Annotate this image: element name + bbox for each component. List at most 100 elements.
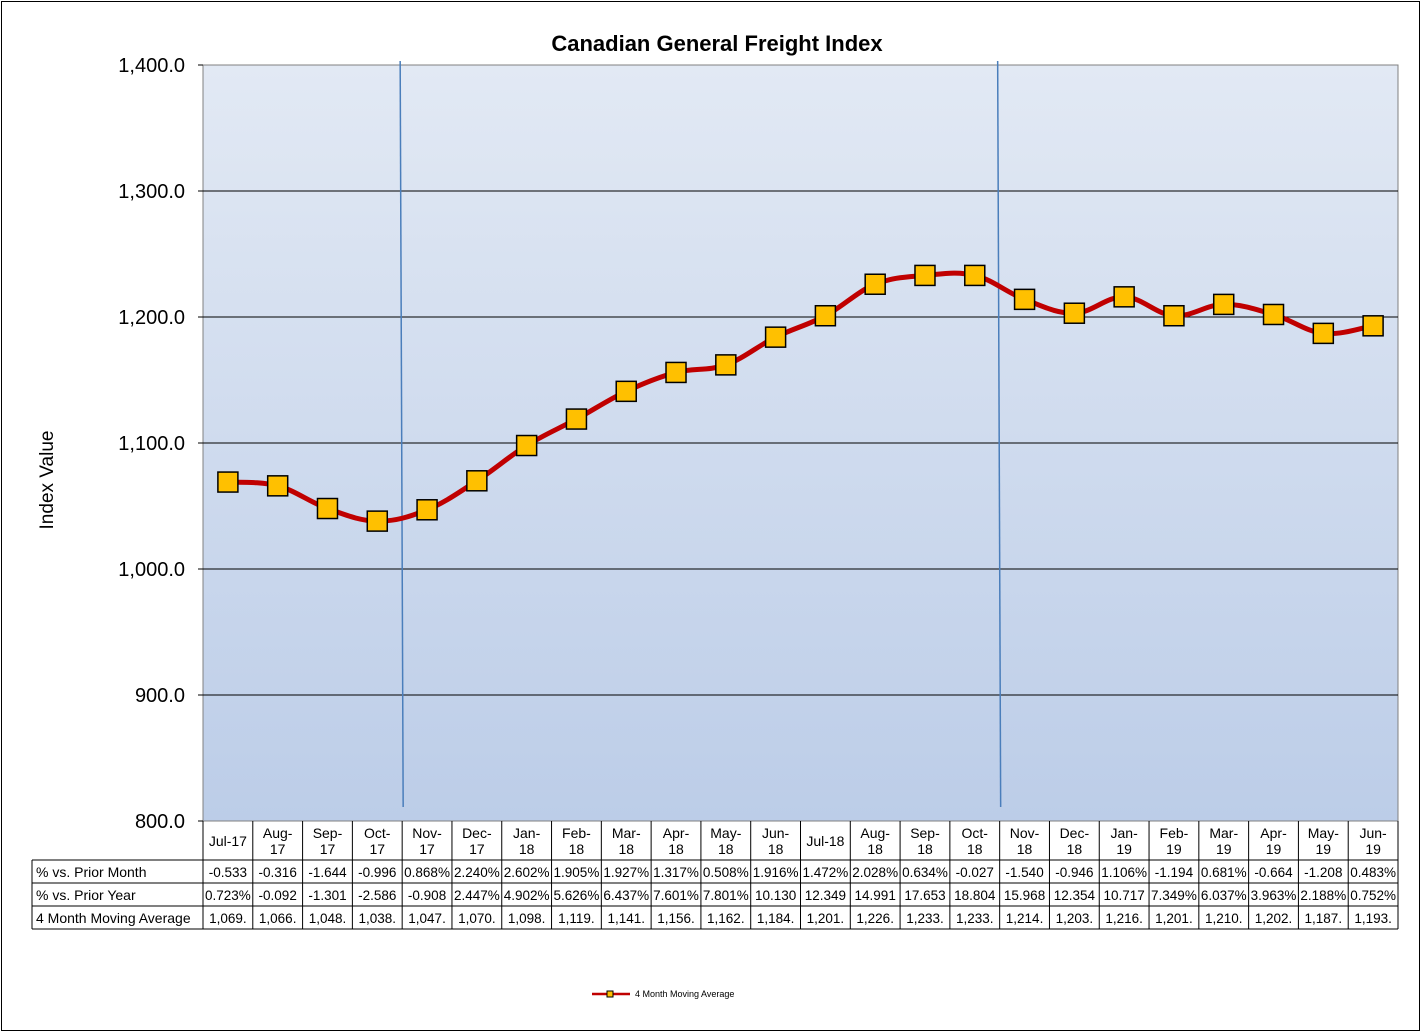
- data-point-marker: [416, 499, 438, 521]
- y-tick-label: 1,300.0: [118, 181, 185, 203]
- table-cell: 1,187.: [1305, 911, 1343, 926]
- table-cell: 7.601%: [653, 888, 699, 903]
- y-axis-label: Index Value: [37, 431, 58, 530]
- data-point-marker: [266, 475, 289, 497]
- table-cell: -1.194: [1155, 865, 1194, 880]
- data-point-marker: [565, 408, 588, 430]
- table-cell: 2.028%: [852, 865, 898, 880]
- data-point-marker: [366, 510, 389, 532]
- table-cell: 1,210.: [1205, 911, 1243, 926]
- y-axis-ticks: 1,400.0 1,300.0 1,200.0 1,100.0 1,000.0 900.0…: [118, 55, 185, 833]
- table-cell: 1.472%: [802, 865, 848, 880]
- x-category-label: 18: [917, 841, 933, 857]
- table-cell: 1,119.: [558, 911, 595, 926]
- table-cell: 1,048.: [309, 911, 347, 926]
- data-point-marker: [466, 470, 488, 492]
- data-point-marker: [715, 354, 737, 376]
- table-cell: 0.508%: [703, 865, 749, 880]
- table-cell: -2.586: [358, 888, 396, 903]
- y-tick-label: 1,200.0: [118, 307, 185, 329]
- table-cell: -1.208: [1304, 865, 1342, 880]
- data-point-marker: [1163, 304, 1185, 327]
- table-cell: 0.868%: [404, 865, 450, 880]
- table-cell: 4.902%: [504, 888, 550, 903]
- data-table: Jul-17 Aug-17Sep-17Oct-17Nov-17Dec-17Jan-…: [31, 821, 1399, 930]
- table-cell: -0.664: [1254, 865, 1293, 880]
- data-point-marker: [1312, 322, 1335, 345]
- table-cell: 1,098.: [508, 911, 546, 926]
- legend-label: 4 Month Moving Average: [635, 989, 734, 999]
- table-cell: -0.027: [956, 865, 994, 880]
- table-cell: 1,162.: [707, 911, 745, 926]
- table-cell: 3.963%: [1251, 888, 1297, 903]
- x-category-label: 17: [419, 841, 435, 857]
- x-category-label: 18: [867, 841, 883, 857]
- x-category-label: Sep-: [313, 825, 343, 841]
- table-cell: 1,233.: [906, 911, 944, 926]
- table-cell: -0.092: [259, 888, 297, 903]
- x-category-label: 19: [1216, 841, 1232, 857]
- x-category-label: Aug-: [860, 825, 890, 841]
- table-cell: 0.723%: [205, 888, 251, 903]
- table-cell: -1.540: [1005, 865, 1043, 880]
- table-cell: 6.437%: [603, 888, 649, 903]
- x-category-label: Dec-: [462, 825, 492, 841]
- table-cell: 2.602%: [504, 865, 550, 880]
- table-cell: 1,226.: [856, 911, 894, 926]
- table-cell: 1,216.: [1105, 911, 1143, 926]
- table-cell: 1,203.: [1056, 911, 1094, 926]
- x-category-label: 17: [369, 841, 385, 857]
- data-point-marker: [764, 326, 787, 348]
- table-cell: -0.946: [1055, 865, 1093, 880]
- table-row-label: % vs. Prior Month: [36, 864, 146, 880]
- data-point-marker: [914, 264, 936, 287]
- table-cell: 1.317%: [653, 865, 699, 880]
- x-category-label: 17: [270, 841, 286, 857]
- data-point-marker: [1262, 303, 1285, 326]
- table-cell: 0.634%: [902, 865, 948, 880]
- table-cell: 2.188%: [1300, 888, 1346, 903]
- x-category-label: 18: [1017, 841, 1033, 857]
- table-cell: -0.996: [358, 865, 396, 880]
- table-cell: 1.916%: [753, 865, 799, 880]
- data-point-marker: [515, 434, 538, 457]
- x-category-label: 19: [1266, 841, 1282, 857]
- x-category-label: 18: [1067, 841, 1083, 857]
- table-cell: 0.681%: [1201, 865, 1247, 880]
- table-cell: 2.447%: [454, 888, 500, 903]
- x-category-label: Apr-: [1260, 825, 1287, 841]
- x-category-label: Nov-: [412, 825, 442, 841]
- table-cell: 7.801%: [703, 888, 749, 903]
- x-category-label: 19: [1166, 841, 1182, 857]
- table-cell: 15.968: [1004, 888, 1045, 903]
- table-cell: 2.240%: [454, 865, 500, 880]
- x-category-label: 19: [1116, 841, 1132, 857]
- table-cell: 1,184.: [757, 911, 795, 926]
- x-category-label: 17: [320, 841, 336, 857]
- x-category-label: May-: [1308, 825, 1339, 841]
- data-point-marker: [1063, 302, 1086, 324]
- x-category-label: 19: [1365, 841, 1381, 857]
- x-category-label: Oct-: [962, 825, 989, 841]
- data-point-marker: [864, 273, 886, 295]
- x-category-label: May-: [710, 825, 741, 841]
- x-category-label: Mar-: [1209, 825, 1238, 841]
- table-cell: 17.653: [904, 888, 945, 903]
- y-tick-label: 900.0: [135, 685, 185, 707]
- table-cell: 1,193.: [1354, 911, 1392, 926]
- x-category-label: Mar-: [612, 825, 641, 841]
- table-cell: 1,201.: [807, 911, 845, 926]
- data-point-marker: [1362, 315, 1384, 337]
- x-category-label: Feb-: [562, 825, 591, 841]
- table-cell: 1,201.: [1155, 911, 1193, 926]
- table-cell: -0.533: [209, 865, 247, 880]
- table-row-label: 4 Month Moving Average: [36, 910, 191, 926]
- table-cell: -0.316: [259, 865, 297, 880]
- table-cell: 1.905%: [554, 865, 600, 880]
- table-cell: 1,141.: [607, 911, 645, 926]
- vertical-marker-line: [399, 60, 404, 808]
- legend: 4 Month Moving Average: [592, 989, 734, 999]
- data-point-marker: [814, 304, 837, 327]
